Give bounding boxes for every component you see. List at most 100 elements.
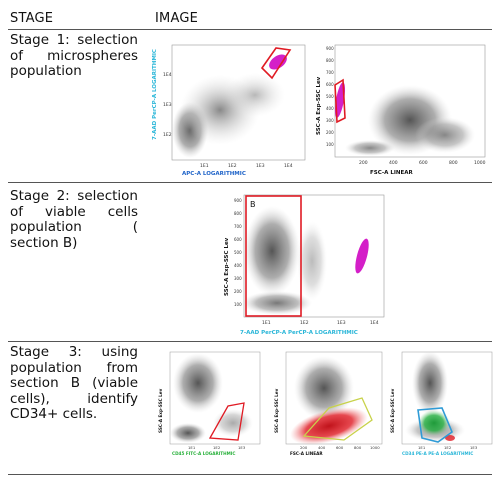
y-tick: 500 xyxy=(234,250,242,255)
x-axis-label: CD34 PE-A PE-A LOGARITHMIC xyxy=(402,451,473,456)
table-row-stage-3: Stage 3: using population from section B… xyxy=(0,342,500,462)
y-tick: 400 xyxy=(326,106,334,111)
x-tick: 1E2 xyxy=(300,320,309,326)
y-axis-label: SSC-A Exp-SSC Lev xyxy=(158,388,163,433)
gate-cd34 xyxy=(417,407,453,443)
cd34-positive-population xyxy=(418,410,450,436)
x-tick: 600 xyxy=(419,160,428,166)
gate-cd45 xyxy=(208,402,245,441)
plot-svg: SSC-A Exp-SSC Lev CD45 FITC-A LOGARITHMI… xyxy=(158,351,261,456)
x-tick: 400 xyxy=(389,160,398,166)
x-axis-label: APC-A LOGARITHMIC xyxy=(182,171,246,177)
x-tick: 1E3 xyxy=(470,445,478,450)
cell-cluster-right xyxy=(415,117,475,153)
cell-cluster-main xyxy=(294,356,354,420)
y-tick: 900 xyxy=(326,46,334,51)
y-tick: 200 xyxy=(234,289,242,294)
gate-microspheres xyxy=(260,47,292,80)
row-divider xyxy=(8,474,492,475)
cell-cluster-low xyxy=(345,140,395,156)
plot-microspheres-apc: 7-AAD PerCP-A LOGARITHMIC APC-A LOGARITH… xyxy=(150,40,310,180)
x-tick: 1E1 xyxy=(188,445,196,450)
x-tick: 200 xyxy=(359,160,368,166)
y-tick: 600 xyxy=(326,82,334,87)
plot-svg: 7-AAD PerCP-A LOGARITHMIC APC-A LOGARITH… xyxy=(152,44,306,177)
plot-viable-cells: B SSC-A Exp-SSC Lev 7-AAD PerCP-A PerCP-… xyxy=(222,191,392,339)
x-tick: 1E3 xyxy=(256,163,265,169)
plot-cd34-ssc: SSC-A Exp-SSC Lev CD34 PE-A PE-A LOGARIT… xyxy=(390,348,495,458)
gate-b xyxy=(245,195,302,317)
y-tick: 1E3 xyxy=(163,102,172,108)
x-tick: 1E1 xyxy=(200,163,209,169)
y-tick: 100 xyxy=(234,302,242,307)
cd45-overlap xyxy=(445,435,455,441)
x-tick: 400 xyxy=(318,445,326,450)
stage-2-description: Stage 2: selection of viable cells popul… xyxy=(10,188,138,251)
y-axis-label: SSC-A Exp-SSC Lev xyxy=(224,237,230,296)
x-tick: 1000 xyxy=(370,445,380,450)
y-tick: 500 xyxy=(326,94,334,99)
x-axis-label: CD45 FITC-A LOGARITHMIC xyxy=(172,451,235,456)
x-tick: 1E3 xyxy=(238,445,246,450)
header-image: IMAGE xyxy=(155,11,199,26)
row-divider xyxy=(8,341,492,342)
header-stage: STAGE xyxy=(10,11,54,26)
plot-cd45-ssc: SSC-A Exp-SSC Lev CD45 FITC-A LOGARITHMI… xyxy=(158,348,263,458)
cell-cluster-main xyxy=(173,353,223,413)
x-tick: 1E4 xyxy=(370,320,379,326)
x-tick: 1E3 xyxy=(337,320,346,326)
y-tick: 300 xyxy=(326,118,334,123)
y-axis-label: SSC-A Exp-SSC Lev xyxy=(390,388,395,433)
x-axis-label: FSC-A LINEAR xyxy=(290,451,323,456)
plot-fsc-ssc: SSC-A Exp-SSC Lev FSC-A LINEAR 200 400 6… xyxy=(274,348,386,458)
x-tick: 200 xyxy=(300,445,308,450)
table-row-stage-2: Stage 2: selection of viable cells popul… xyxy=(0,183,500,341)
x-tick: 1E2 xyxy=(213,445,221,450)
y-axis-label: SSC-A Exp-SSC Lev xyxy=(316,76,322,135)
x-axis-label: FSC-A LINEAR xyxy=(370,170,414,176)
x-tick: 1E2 xyxy=(444,445,452,450)
y-axis-label: 7-AAD PerCP-A LOGARITHMIC xyxy=(152,49,158,140)
microspheres-population xyxy=(334,82,346,118)
cd45-population xyxy=(290,407,368,445)
table-row-stage-1: Stage 1: selection of microspheres popul… xyxy=(0,30,500,182)
y-tick: 300 xyxy=(234,276,242,281)
plot-svg: SSC-A Exp-SSC Lev FSC-A LINEAR 200 400 6… xyxy=(274,351,383,456)
stage-1-description: Stage 1: selection of microspheres popul… xyxy=(10,32,138,79)
gate-fsc xyxy=(302,397,373,441)
y-tick: 700 xyxy=(234,224,242,229)
cell-cluster-main xyxy=(244,206,300,296)
x-tick: 1000 xyxy=(474,160,486,166)
y-tick: 700 xyxy=(326,70,334,75)
x-tick: 1E1 xyxy=(262,320,271,326)
cell-cluster-low xyxy=(242,291,312,315)
x-tick: 800 xyxy=(449,160,458,166)
plot-svg: SSC-A Exp-SSC Lev FSC-A LINEAR 200 400 6… xyxy=(316,44,486,176)
x-tick: 1E4 xyxy=(284,163,293,169)
y-tick: 1E4 xyxy=(163,72,172,78)
y-tick: 800 xyxy=(326,58,334,63)
y-tick: 800 xyxy=(234,211,242,216)
row-divider xyxy=(8,182,492,183)
cell-cluster-upper xyxy=(225,73,285,117)
plot-svg: B SSC-A Exp-SSC Lev 7-AAD PerCP-A PerCP-… xyxy=(224,194,385,336)
y-tick: 600 xyxy=(234,237,242,242)
y-axis-label: SSC-A Exp-SSC Lev xyxy=(274,388,279,433)
x-tick: 600 xyxy=(336,445,344,450)
microspheres-population xyxy=(355,238,369,274)
gate-microspheres xyxy=(334,78,346,124)
plot-microspheres-fsc: SSC-A Exp-SSC Lev FSC-A LINEAR 200 400 6… xyxy=(315,40,495,180)
y-tick: 100 xyxy=(326,142,334,147)
gate-label: B xyxy=(250,200,256,209)
table-header: STAGE IMAGE xyxy=(0,0,500,30)
cell-cluster-mid xyxy=(297,221,327,301)
plot-svg: SSC-A Exp-SSC Lev CD34 PE-A PE-A LOGARIT… xyxy=(390,351,493,456)
x-tick: 1E2 xyxy=(228,163,237,169)
x-tick: 800 xyxy=(354,445,362,450)
cell-cluster-main xyxy=(412,351,448,415)
x-axis-label: 7-AAD PerCP-A PerCP-A LOGARITHMIC xyxy=(240,330,358,336)
y-tick: 900 xyxy=(234,198,242,203)
x-tick: 1E1 xyxy=(418,445,426,450)
y-tick: 200 xyxy=(326,130,334,135)
cell-cluster-low xyxy=(170,423,206,443)
